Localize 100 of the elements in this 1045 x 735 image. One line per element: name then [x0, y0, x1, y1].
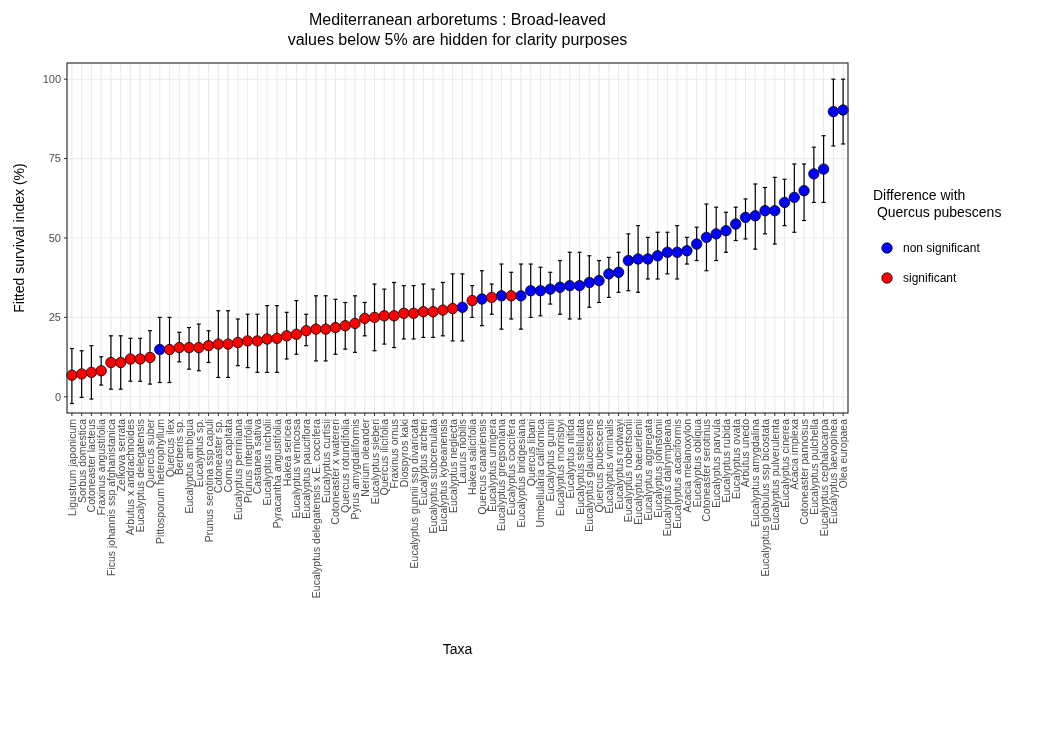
point [134, 353, 146, 365]
x-tick-label: Eucalyptus gunnii [544, 419, 557, 502]
point [242, 335, 254, 347]
point [466, 294, 478, 307]
point [115, 356, 127, 369]
y-tick-label: 50 [48, 231, 61, 244]
x-tick-label: Eucalyptus curtisii [319, 419, 332, 504]
point [232, 336, 244, 349]
point [154, 343, 166, 356]
y-tick-label: 25 [48, 311, 61, 324]
x-tick-label: Eucalyptus sieberi [368, 419, 381, 505]
point [300, 325, 312, 337]
point [281, 330, 293, 342]
point [349, 317, 361, 330]
point [427, 306, 439, 318]
point [437, 304, 449, 316]
point [202, 340, 215, 352]
point [407, 307, 420, 319]
point [359, 312, 371, 324]
chart-subtitle: values below 5% are hidden for clarity purposes [287, 31, 628, 48]
point [310, 323, 322, 335]
point [769, 205, 781, 217]
x-tick-label: Arbutus x andrachnoides [124, 419, 137, 536]
point [583, 276, 595, 289]
point [632, 253, 644, 265]
x-tick-label: Eucalyptus vernicosa [290, 418, 303, 519]
y-tick-label: 0 [54, 390, 61, 403]
point [817, 163, 830, 175]
point [173, 341, 185, 354]
point [544, 283, 556, 295]
point [95, 365, 107, 377]
point [759, 205, 771, 217]
point [681, 245, 693, 257]
x-tick-label: Fraxinus ornus [388, 419, 401, 489]
point [105, 356, 117, 369]
point [271, 332, 283, 344]
point [486, 291, 498, 303]
legend-label: non significant [903, 241, 981, 256]
x-axis-title: Taxa [442, 640, 473, 657]
point [720, 225, 732, 237]
point [837, 104, 849, 116]
point [368, 311, 381, 323]
point [749, 210, 761, 222]
y-tick-label: 75 [48, 152, 61, 165]
point [652, 250, 664, 262]
point [534, 285, 547, 297]
point [290, 328, 303, 340]
point [788, 191, 800, 203]
point [525, 285, 537, 297]
x-tick-label: Olea europaea [837, 418, 850, 489]
chart-title: Mediterranean arboretums : Broad-leaved [308, 11, 607, 28]
y-tick-label: 100 [42, 73, 61, 86]
point [476, 293, 488, 305]
point [612, 266, 625, 278]
point [85, 366, 98, 378]
point [710, 228, 722, 240]
point [378, 310, 390, 322]
point [671, 246, 683, 258]
point [163, 343, 176, 356]
point [642, 253, 654, 265]
point [778, 196, 791, 209]
point [388, 310, 400, 322]
point [798, 185, 810, 197]
point [515, 290, 527, 302]
point [730, 218, 742, 230]
point [222, 338, 234, 350]
y-axis-title: Fitted survival index (%) [11, 163, 27, 313]
point [251, 335, 263, 347]
point [124, 353, 137, 365]
x-tick-label: Cotoneaster lacteus [85, 419, 98, 513]
point [593, 274, 605, 287]
point [691, 238, 703, 250]
x-tick-label: Hakea salicifolia [466, 418, 479, 495]
point [739, 211, 752, 223]
point [320, 323, 332, 335]
point [564, 280, 576, 292]
point [193, 341, 205, 354]
legend-label: significant [903, 271, 958, 286]
point [603, 268, 615, 280]
point [447, 302, 459, 315]
point [495, 290, 508, 302]
x-tick-label: Eucalyptus amygdalina [749, 418, 762, 527]
point [329, 321, 342, 334]
point [827, 105, 839, 118]
point [808, 168, 820, 180]
point [212, 338, 224, 350]
point [261, 333, 273, 345]
point [76, 368, 88, 380]
point [183, 341, 195, 354]
legend-title: Difference with Quercus pubescens [873, 187, 1002, 220]
point [700, 231, 713, 243]
point [456, 301, 468, 313]
point [417, 306, 429, 318]
point [622, 254, 634, 267]
point [505, 290, 517, 302]
point [661, 246, 673, 258]
point [144, 351, 156, 364]
point [573, 280, 586, 292]
point [398, 307, 410, 319]
point [554, 281, 566, 293]
